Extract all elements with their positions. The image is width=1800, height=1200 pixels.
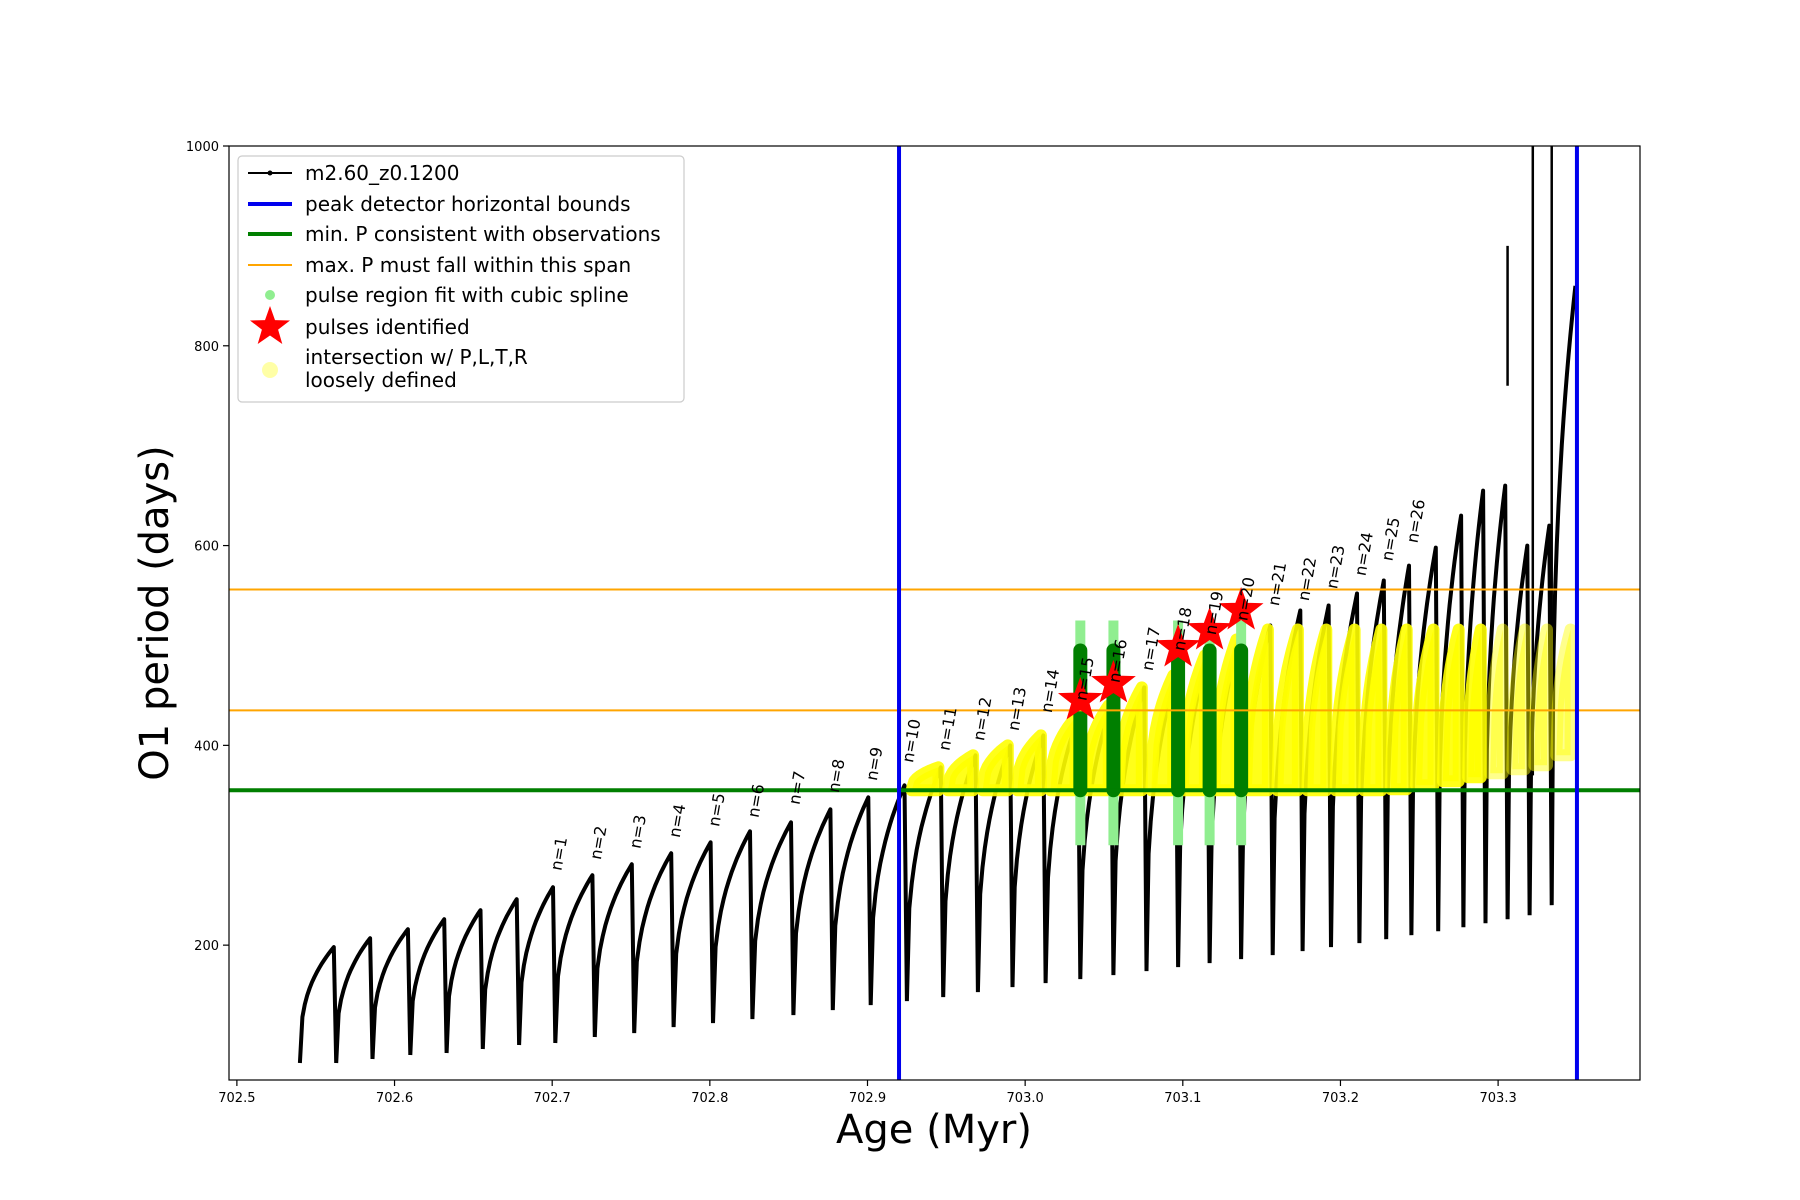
plot-frame (228, 145, 1641, 1081)
pulse-star (1218, 587, 1264, 630)
plot-area (229, 146, 1640, 1080)
y-tick-label: 1000 (186, 140, 219, 155)
loose-region (1436, 623, 1465, 788)
legend-label: max. P must fall within this span (305, 253, 631, 277)
x-axis-ticks: 702.5 702.6 702.7 702.8 702.9 703.0 703.1 703.2… (218, 1080, 1517, 1106)
x-tick-label: 703.1 (1164, 1091, 1201, 1106)
y-tick-label: 800 (194, 340, 219, 355)
x-tick-label: 703.2 (1322, 1091, 1359, 1106)
loose-region (1410, 623, 1440, 792)
legend-handle-track-dot (267, 170, 273, 176)
legend-label: m2.60_z0.1200 (305, 161, 460, 185)
legend-handle-loose (262, 362, 278, 378)
legend-box (237, 155, 685, 403)
x-tick-label: 702.9 (849, 1091, 886, 1106)
pulse-star (1091, 659, 1136, 703)
x-tick-label: 703.3 (1480, 1091, 1517, 1106)
y-axis-title: O1 period (days) (132, 445, 178, 780)
pulse-star (1155, 624, 1201, 667)
loose-region (1484, 623, 1509, 780)
loose-region (1112, 681, 1148, 797)
legend-label: intersection w/ P,L,T,R (305, 345, 528, 369)
legend-label: min. P consistent with observations (305, 222, 661, 246)
x-axis-title: Age (Myr) (836, 1107, 1032, 1153)
x-tick-label: 702.8 (691, 1091, 728, 1106)
loose-region (1462, 623, 1487, 784)
legend-label: pulse region fit with cubic spline (305, 283, 629, 307)
pulse-star (1057, 676, 1103, 720)
loose-region (905, 761, 945, 797)
x-tick-label: 702.5 (218, 1091, 255, 1106)
y-tick-label: 400 (194, 739, 219, 754)
loose-region (1528, 623, 1553, 772)
legend-handle-spline (265, 290, 275, 300)
legend-label: pulses identified (305, 315, 470, 339)
loose-region (1011, 729, 1047, 797)
legend-handle-star (250, 306, 290, 344)
loose-region (1506, 623, 1531, 776)
loose-region (1550, 623, 1577, 762)
loose-region (941, 749, 980, 797)
y-tick-label: 600 (194, 540, 219, 555)
legend-label: peak detector horizontal bounds (305, 192, 631, 216)
legend-label: loosely defined (305, 368, 457, 392)
y-tick-label: 200 (194, 939, 219, 954)
x-tick-label: 702.6 (376, 1091, 413, 1106)
x-tick-label: 702.7 (534, 1091, 571, 1106)
loose-region (976, 739, 1014, 797)
pulse-star (1187, 607, 1232, 650)
y-axis-ticks: 200 400 600 800 1000 (186, 140, 229, 954)
x-tick-label: 703.0 (1007, 1091, 1044, 1106)
